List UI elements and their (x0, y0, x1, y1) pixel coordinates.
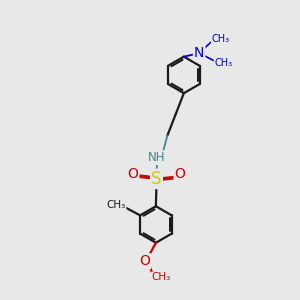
Text: O: O (175, 167, 185, 181)
Text: N: N (194, 46, 204, 60)
Text: S: S (151, 170, 162, 188)
Text: O: O (128, 167, 138, 181)
Text: CH₃: CH₃ (152, 272, 171, 283)
Text: CH₃: CH₃ (214, 58, 233, 68)
Text: NH: NH (148, 151, 166, 164)
Text: CH₃: CH₃ (212, 34, 230, 44)
Text: CH₃: CH₃ (106, 200, 126, 210)
Text: O: O (139, 254, 150, 268)
